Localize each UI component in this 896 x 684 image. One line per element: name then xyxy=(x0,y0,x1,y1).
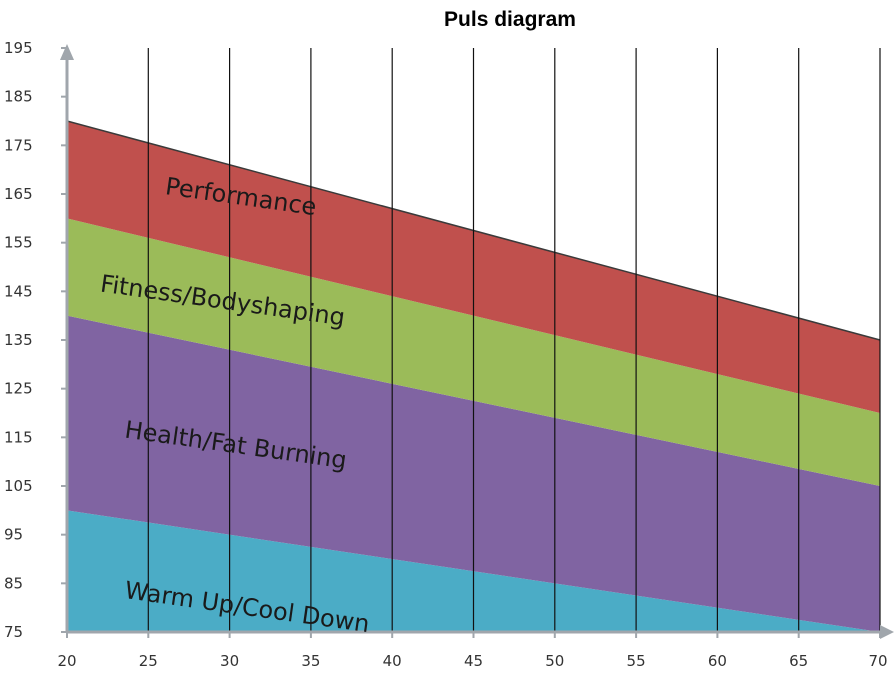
x-tick-label: 50 xyxy=(545,652,564,670)
y-tick-label: 145 xyxy=(4,282,33,300)
x-tick-label: 40 xyxy=(383,652,402,670)
y-tick-label: 175 xyxy=(4,136,33,154)
x-tick-label: 55 xyxy=(627,652,646,670)
x-tick-label: 25 xyxy=(139,652,158,670)
y-tick-label: 125 xyxy=(4,380,33,398)
y-tick-label: 105 xyxy=(4,477,33,495)
x-tick-label: 45 xyxy=(464,652,483,670)
x-tick-label: 60 xyxy=(708,652,727,670)
y-tick-label: 195 xyxy=(4,39,33,57)
y-tick-label: 85 xyxy=(4,574,23,592)
x-tick-label: 65 xyxy=(789,652,808,670)
y-axis-arrow xyxy=(60,44,74,60)
grid-layer xyxy=(147,48,881,632)
x-tick-label: 30 xyxy=(220,652,239,670)
y-tick-label: 155 xyxy=(4,234,33,252)
y-tick-label: 185 xyxy=(4,88,33,106)
x-tick-label: 70 xyxy=(868,652,887,670)
x-tick-label: 35 xyxy=(301,652,320,670)
x-axis-arrow xyxy=(880,625,894,639)
y-tick-label: 135 xyxy=(4,331,33,349)
chart-title: Puls diagram xyxy=(444,8,576,31)
y-tick-label: 115 xyxy=(4,428,33,446)
y-tick-label: 75 xyxy=(4,623,23,641)
ticks-layer: 75 85 95 105 115 125 135 145 155 165 175 185 195 20 25… xyxy=(4,39,888,670)
y-tick-label: 165 xyxy=(4,185,33,203)
x-tick-label: 20 xyxy=(57,652,76,670)
y-tick-label: 95 xyxy=(4,526,23,544)
